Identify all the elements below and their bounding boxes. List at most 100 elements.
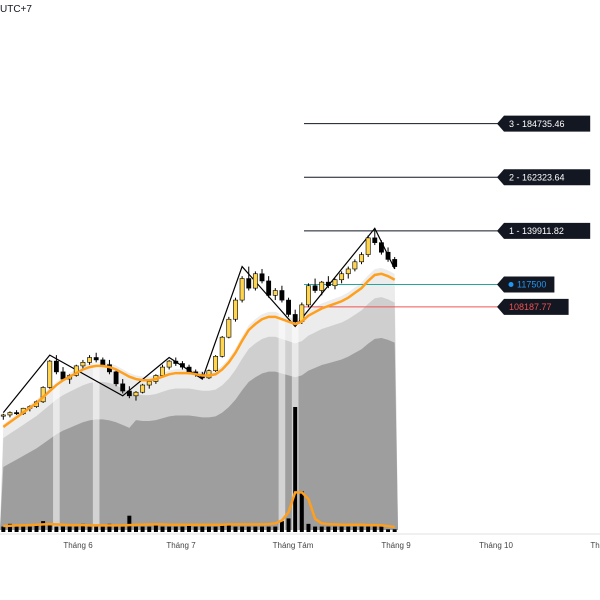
highlight-column	[53, 357, 60, 530]
volume-bar	[346, 526, 351, 532]
volume-bar	[279, 521, 284, 532]
volume-bar	[326, 526, 331, 532]
candle-body	[0, 414, 6, 417]
candle-body	[345, 268, 351, 275]
moving-average-line	[2, 272, 396, 428]
candle-body	[226, 318, 232, 338]
candle-body	[359, 254, 364, 263]
volume-bar	[173, 526, 178, 532]
candle-body	[126, 390, 132, 397]
volume-bar	[293, 407, 298, 532]
volume-bar	[366, 526, 371, 532]
volume-bar	[339, 526, 344, 532]
x-tick-label: Tháng 7	[166, 541, 196, 550]
candle-body	[113, 371, 119, 385]
volume-bar	[147, 526, 152, 532]
stop-level-tag: 108187.77	[497, 298, 569, 315]
candle-body	[53, 360, 59, 373]
volume-bar	[140, 526, 145, 532]
level-tag-3: 1 - 139911.82	[497, 222, 591, 239]
volume-bar	[87, 526, 92, 532]
candle-body	[332, 279, 338, 287]
candle-body	[352, 261, 358, 270]
volume-bar	[299, 491, 304, 532]
volume-bar	[14, 526, 19, 532]
candle-body	[312, 285, 318, 291]
level-tag-3-text: 1 - 139911.82	[509, 226, 564, 236]
x-tick-label: Tháng 9	[381, 541, 411, 550]
x-tick-label: Tháng Tám	[273, 541, 314, 550]
level-tag-2-text: 2 - 162323.64	[509, 172, 565, 182]
volume-bar	[266, 526, 271, 532]
candle-body	[179, 363, 185, 368]
volume-bar	[319, 526, 324, 532]
volume-bar	[107, 523, 112, 532]
volume-bars	[1, 407, 397, 532]
volume-bar	[193, 526, 198, 532]
candle-body	[365, 237, 371, 255]
x-tick-label: Tháng 10	[479, 541, 513, 550]
level-tag-1-bg	[497, 115, 591, 132]
level-tag-1: 3 - 184735.46	[497, 115, 591, 132]
candle-body	[325, 281, 331, 287]
volume-bar	[260, 526, 265, 532]
level-tag-1-text: 3 - 184735.46	[509, 119, 565, 129]
candle-body	[93, 357, 99, 361]
candle-body	[133, 391, 139, 397]
candle-body	[120, 383, 126, 392]
x-tick-label: Th	[590, 541, 599, 550]
x-tick-label: Tháng 6	[63, 541, 93, 550]
volume-bar	[332, 526, 337, 532]
level-tag-2: 2 - 162323.64	[497, 169, 591, 186]
volume-bar	[21, 526, 26, 532]
volume-bar	[120, 526, 125, 532]
volume-bar	[220, 523, 225, 532]
volume-bar	[213, 526, 218, 532]
volume-bar	[233, 526, 238, 532]
candle-body	[279, 290, 285, 301]
candle-body	[259, 273, 265, 282]
candle-body	[14, 412, 20, 415]
volume-bar	[80, 523, 85, 532]
volume-bar	[386, 529, 391, 532]
volume-bar	[313, 526, 318, 532]
volume-bar	[41, 521, 46, 532]
candle-body	[378, 242, 384, 253]
volume-bar	[240, 526, 245, 532]
current-price-tag: 117500	[497, 276, 555, 293]
volume-bar	[359, 526, 364, 532]
candle-body	[239, 278, 245, 301]
current-price-tag-dot	[508, 282, 514, 288]
volume-bar	[160, 526, 165, 532]
level-tag-3-bg	[497, 222, 591, 239]
volume-bar	[379, 526, 384, 532]
volume-bar	[133, 526, 138, 532]
ma-path	[2, 272, 396, 428]
volume-bar	[246, 526, 251, 532]
candle-body	[47, 360, 53, 388]
volume-bar	[1, 526, 6, 532]
candle-body	[252, 273, 258, 289]
candle-body	[372, 237, 378, 243]
volume-bar	[187, 523, 192, 532]
current-price-tag-text: 117500	[517, 280, 546, 290]
volume-bar	[61, 526, 66, 532]
candle-body	[213, 356, 219, 371]
stop-level-tag-text: 108187.77	[509, 302, 552, 312]
candle-body	[87, 357, 92, 363]
candle-body	[339, 273, 345, 281]
highlight-column	[92, 354, 100, 530]
volume-bar	[7, 523, 12, 532]
candle-body	[272, 290, 278, 296]
candle-body	[292, 314, 298, 322]
candle-body	[146, 381, 152, 386]
volume-bar	[253, 526, 258, 532]
candle-body	[306, 285, 311, 306]
candle-body	[266, 280, 272, 296]
candle-body	[140, 384, 146, 393]
candle-body	[392, 259, 398, 267]
candle-body	[385, 251, 391, 260]
volume-ma-path	[3, 491, 395, 529]
volume-bar	[94, 526, 99, 532]
